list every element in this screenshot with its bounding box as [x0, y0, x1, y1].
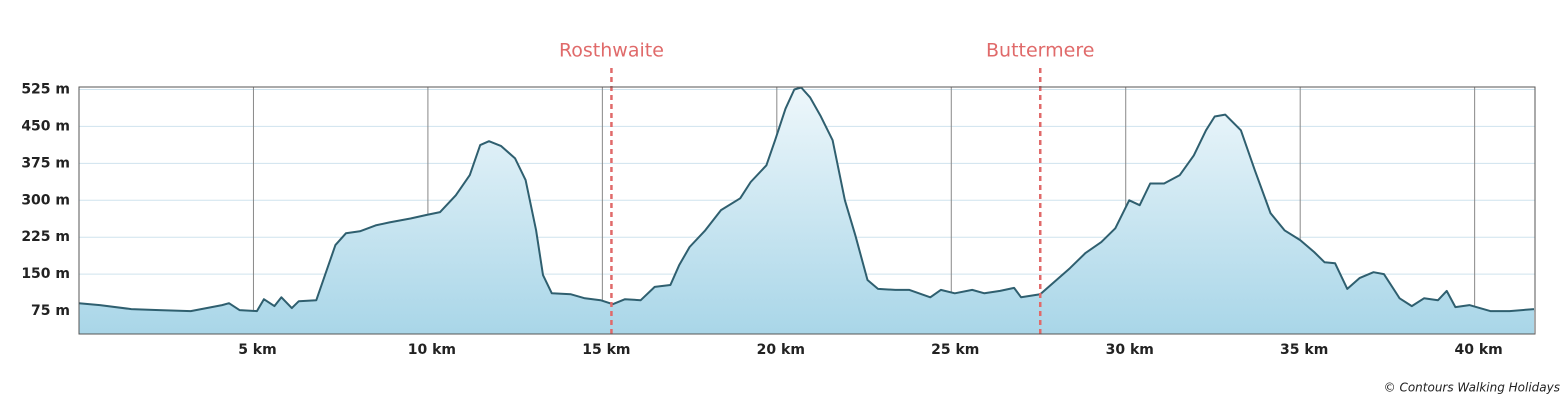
- y-tick-label: 75 m: [31, 303, 70, 319]
- x-tick-label: 25 km: [931, 342, 979, 358]
- plot-border: [78, 86, 1536, 335]
- x-tick-label: 40 km: [1455, 342, 1503, 358]
- y-tick-label: 450 m: [21, 118, 70, 134]
- y-tick-label: 225 m: [21, 229, 70, 245]
- y-tick-label: 150 m: [21, 266, 70, 282]
- annotation-label: Buttermere: [986, 40, 1094, 62]
- x-tick-label: 30 km: [1106, 342, 1154, 358]
- y-tick-label: 300 m: [21, 192, 70, 208]
- x-tick-label: 10 km: [408, 342, 456, 358]
- y-tick-label: 375 m: [21, 155, 70, 171]
- x-tick-label: 15 km: [582, 342, 630, 358]
- elevation-area: [79, 87, 1534, 334]
- x-tick-label: 35 km: [1280, 342, 1328, 358]
- elevation-line: [78, 86, 1535, 313]
- x-tick-label: 5 km: [238, 342, 277, 358]
- annotation-label: Rosthwaite: [559, 40, 664, 62]
- copyright: © Contours Walking Holidays: [1384, 381, 1560, 395]
- y-tick-label: 525 m: [21, 81, 70, 97]
- x-tick-label: 20 km: [757, 342, 805, 358]
